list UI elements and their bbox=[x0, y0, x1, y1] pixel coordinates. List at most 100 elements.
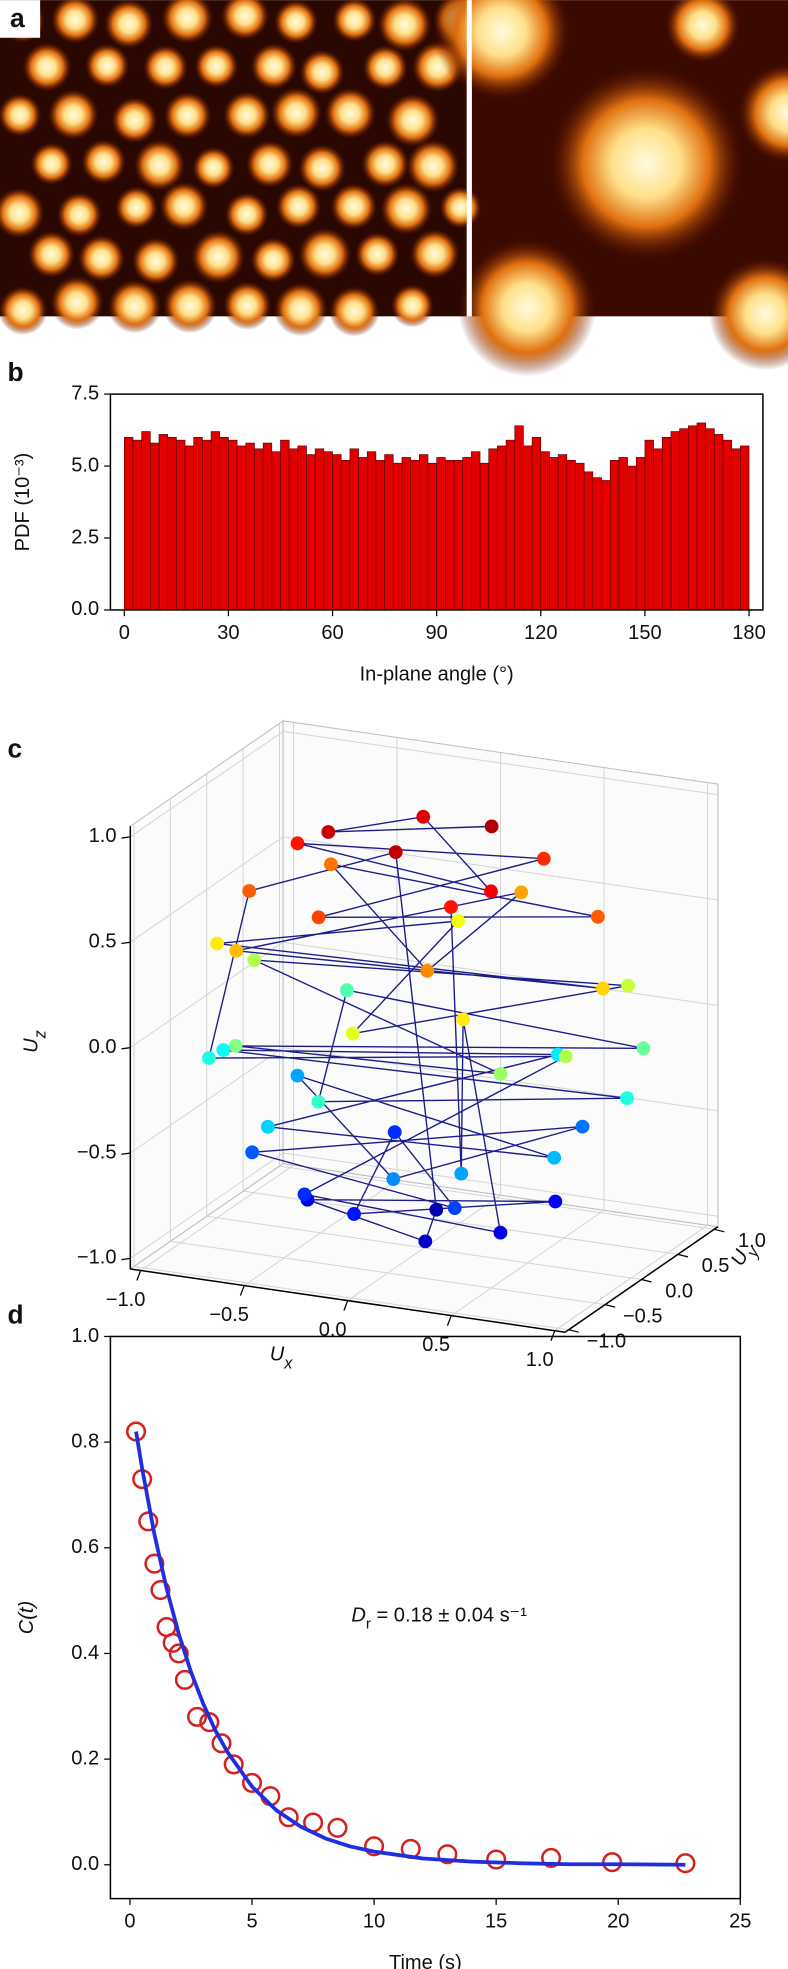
histogram-bar bbox=[471, 451, 481, 611]
histogram-bar bbox=[705, 428, 715, 611]
grid-line bbox=[283, 941, 718, 1006]
data-point bbox=[223, 1754, 244, 1775]
nanoparticle bbox=[405, 139, 460, 194]
histogram-bar bbox=[314, 448, 325, 611]
orientation-point bbox=[416, 809, 431, 824]
histogram-bar bbox=[141, 431, 151, 611]
histogram-bar bbox=[740, 445, 750, 611]
orientation-point bbox=[493, 1067, 508, 1081]
orientation-point bbox=[216, 1043, 231, 1057]
nanoparticle bbox=[328, 285, 380, 337]
fit-line bbox=[134, 1431, 686, 1867]
x-tick-label: 180 bbox=[732, 622, 765, 644]
nanoparticle bbox=[80, 139, 127, 185]
histogram-bar bbox=[150, 442, 160, 611]
histogram-bar bbox=[297, 445, 307, 611]
histogram-bar bbox=[392, 462, 403, 611]
histogram-bar bbox=[176, 439, 186, 611]
y-tick-label: 0.8 bbox=[71, 1430, 99, 1452]
x-tick bbox=[343, 1300, 349, 1311]
nanoparticle bbox=[191, 229, 246, 285]
nanoparticle bbox=[30, 142, 74, 186]
z-axis-label-subscript: z bbox=[32, 1030, 50, 1039]
histogram-bar bbox=[123, 436, 134, 611]
x-tick-label: 25 bbox=[729, 1911, 751, 1933]
x-tick-label: 15 bbox=[485, 1911, 507, 1933]
z-tick bbox=[121, 836, 131, 839]
orientation-point bbox=[456, 1012, 470, 1027]
y-axis-label: PDF (10⁻³) bbox=[12, 453, 34, 552]
orientation-point bbox=[324, 857, 338, 872]
nanoparticle-zoom bbox=[457, 238, 597, 377]
trajectory bbox=[208, 816, 644, 1243]
x-tick-label: 0.5 bbox=[422, 1334, 450, 1356]
histogram-bar bbox=[618, 457, 628, 611]
nanoparticle bbox=[380, 182, 433, 236]
x-axis-label-subscript: x bbox=[283, 1355, 293, 1373]
histogram-bar bbox=[644, 439, 654, 611]
z-tick-label: 1.0 bbox=[89, 825, 117, 847]
histogram-bar bbox=[280, 439, 290, 611]
histogram-bar bbox=[271, 451, 281, 611]
y-tick-label: 7.5 bbox=[71, 382, 99, 404]
x-axis-label-symbol: U bbox=[270, 1344, 285, 1366]
orientation-point bbox=[493, 1225, 508, 1240]
orientation-point bbox=[290, 1068, 305, 1083]
nanoparticle bbox=[439, 186, 482, 229]
orientation-point bbox=[297, 1187, 312, 1202]
histogram-bar bbox=[202, 439, 212, 611]
orientation-point bbox=[321, 825, 336, 839]
nanoparticle bbox=[330, 182, 378, 231]
orientation-point bbox=[447, 1201, 462, 1216]
nanoparticle bbox=[0, 93, 42, 137]
orientation-point bbox=[245, 1145, 260, 1160]
nanoparticle bbox=[270, 86, 323, 139]
orientation-point bbox=[590, 909, 605, 924]
orientation-point bbox=[444, 900, 458, 914]
data-point bbox=[168, 1643, 189, 1664]
histogram-bar bbox=[401, 457, 411, 611]
orientation-point bbox=[260, 1119, 275, 1134]
nanoparticle bbox=[250, 236, 297, 284]
nanoparticle bbox=[56, 191, 103, 238]
grid-line bbox=[130, 730, 284, 838]
histogram-bar bbox=[288, 448, 299, 611]
histogram-bar bbox=[653, 448, 663, 611]
histogram-bar bbox=[540, 451, 550, 611]
nanoparticle bbox=[377, 0, 432, 53]
nanoparticle-zoom bbox=[708, 257, 788, 371]
z-axis-label: Uz bbox=[21, 1030, 50, 1053]
histogram-bar bbox=[731, 448, 741, 611]
grid-line bbox=[130, 1047, 284, 1154]
grid-line bbox=[243, 1190, 678, 1255]
x-axis-label: Time (s) bbox=[389, 1952, 462, 1969]
annotation-text: = 0.18 ± 0.04 s⁻¹ bbox=[371, 1605, 527, 1627]
nanoparticle bbox=[163, 91, 212, 140]
z-tick-label: −1.0 bbox=[77, 1247, 117, 1269]
x-tick-label: 30 bbox=[217, 622, 239, 644]
data-point bbox=[241, 1772, 263, 1793]
orientation-point bbox=[347, 1207, 361, 1221]
nanoparticle bbox=[250, 42, 298, 90]
nanoparticle bbox=[161, 0, 214, 45]
nanoparticle-zoom bbox=[548, 65, 745, 262]
histogram-bar bbox=[679, 428, 689, 611]
histogram-bar bbox=[557, 454, 568, 611]
orientation-point bbox=[558, 1049, 573, 1064]
nanoparticle bbox=[159, 181, 209, 231]
y-tick-label: 1.0 bbox=[71, 1325, 99, 1347]
x-tick bbox=[136, 1270, 142, 1281]
histogram-bar bbox=[193, 436, 203, 611]
orientation-point bbox=[386, 1172, 401, 1187]
grid-line bbox=[170, 1240, 606, 1306]
x-tick-label: −1.0 bbox=[106, 1289, 146, 1311]
data-point bbox=[327, 1817, 348, 1838]
histogram-bar bbox=[254, 448, 264, 611]
z-tick bbox=[121, 941, 131, 945]
orientation-point bbox=[210, 936, 225, 951]
x-tick-label: 20 bbox=[607, 1911, 629, 1933]
histogram-bar bbox=[323, 451, 333, 611]
data-point bbox=[278, 1807, 299, 1828]
nanoparticle bbox=[385, 93, 440, 148]
